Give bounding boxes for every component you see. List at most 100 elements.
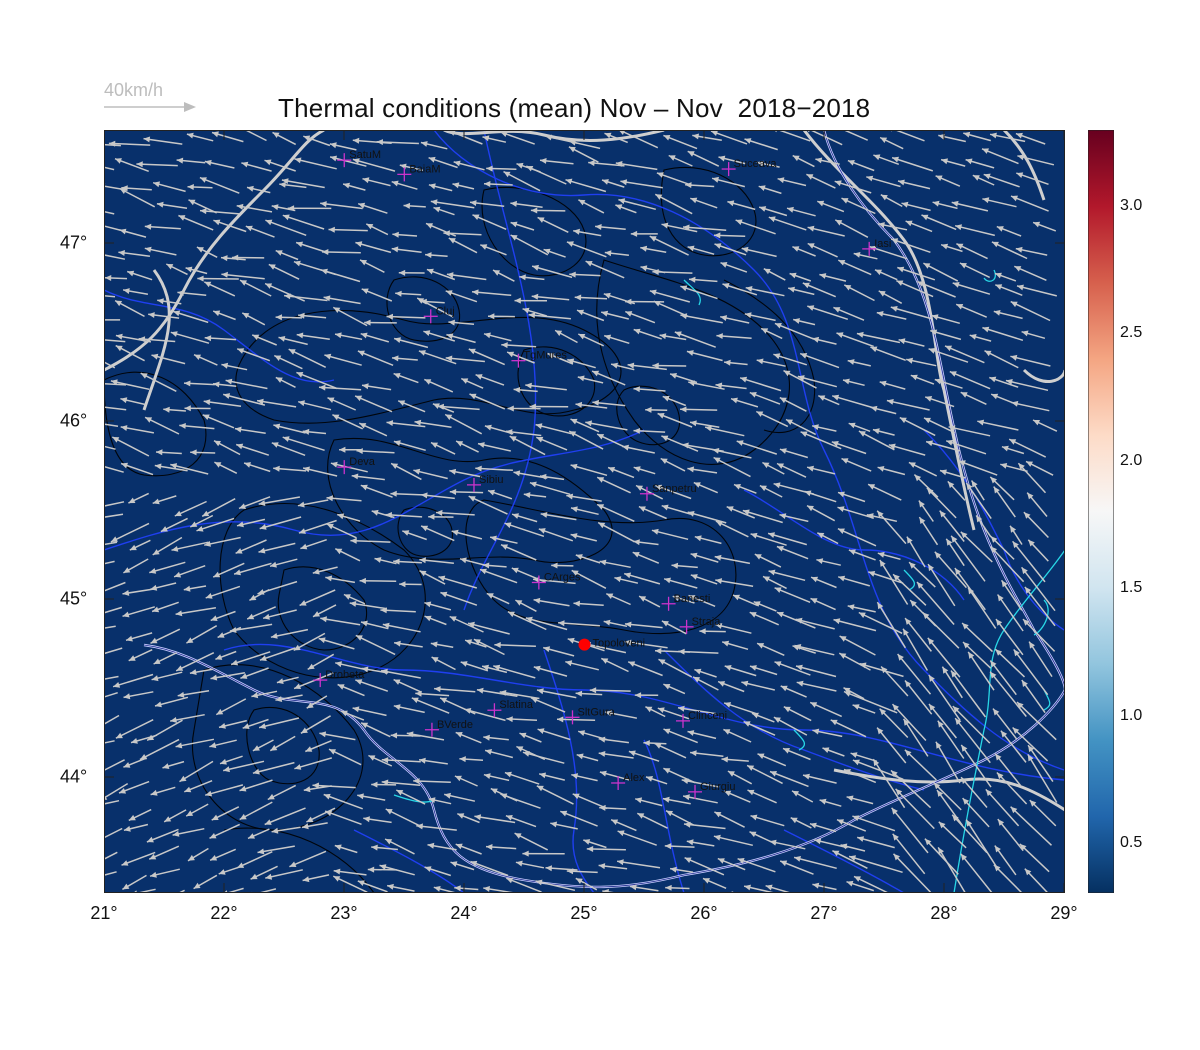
wind-arrow-head xyxy=(585,420,592,427)
wind-arrow-head xyxy=(961,744,968,752)
wind-arrow-head xyxy=(297,501,305,508)
wind-arrow-head xyxy=(483,886,490,892)
wind-arrow-head xyxy=(381,757,389,764)
wind-arrow-head xyxy=(792,155,800,162)
wind-arrow xyxy=(104,675,119,680)
wind-arrow-head xyxy=(878,222,885,228)
wind-arrow xyxy=(743,885,778,893)
wind-arrow-head xyxy=(343,182,350,189)
wind-arrow-head xyxy=(966,819,973,827)
wind-arrow-head xyxy=(333,868,341,875)
wind-arrow-head xyxy=(605,710,612,717)
wind-arrow-head xyxy=(834,180,842,187)
wind-arrow-head xyxy=(150,584,158,591)
wind-arrow-head xyxy=(875,269,882,276)
colorbar-tick-label: 1.0 xyxy=(1120,707,1143,724)
wind-arrow xyxy=(536,689,577,699)
wind-arrow-head xyxy=(288,349,296,355)
wind-arrow-head xyxy=(810,702,818,708)
wind-arrow-head xyxy=(172,830,180,837)
wind-arrow-head xyxy=(899,417,907,424)
wind-arrow-head xyxy=(903,718,910,726)
wind-arrow xyxy=(104,143,121,147)
wind-arrow-head xyxy=(357,880,365,886)
wind-arrow-head xyxy=(618,130,626,135)
wind-arrow xyxy=(995,618,1024,656)
wind-arrow-head xyxy=(113,682,121,688)
wind-arrow-head xyxy=(153,658,161,664)
wind-arrow-head xyxy=(928,348,936,354)
wind-arrow-head xyxy=(866,175,874,182)
wind-arrow-head xyxy=(990,660,997,668)
wind-arrow xyxy=(356,449,395,454)
wind-arrow xyxy=(876,510,907,545)
wind-arrow-head xyxy=(323,793,331,800)
wind-arrow-head xyxy=(604,132,612,139)
wind-arrow-head xyxy=(722,283,730,289)
wind-arrow-head xyxy=(904,749,912,757)
wind-arrow xyxy=(852,759,904,781)
wind-arrow-head xyxy=(794,644,802,650)
wind-arrow xyxy=(536,785,574,805)
wind-arrow-head xyxy=(744,312,752,319)
wind-arrow-head xyxy=(298,528,306,534)
wind-arrow xyxy=(830,719,867,738)
wind-arrow-head xyxy=(121,185,128,192)
wind-arrow-head xyxy=(110,379,118,386)
wind-arrow-head xyxy=(510,200,517,207)
wind-arrow xyxy=(104,294,116,298)
station-marker: SatuM xyxy=(337,149,381,168)
wind-arrow-head xyxy=(189,669,197,675)
wind-arrow-head xyxy=(991,241,999,248)
wind-arrow-head xyxy=(210,855,218,861)
wind-arrow xyxy=(320,202,363,210)
wind-arrow-head xyxy=(615,161,623,167)
wind-arrow xyxy=(110,380,150,391)
wind-arrow-head xyxy=(814,838,822,845)
wind-arrow-head xyxy=(259,723,266,729)
wind-arrow-head xyxy=(154,463,162,470)
wind-arrow-head xyxy=(684,821,691,828)
wind-arrow-head xyxy=(570,463,578,470)
wind-arrow-head xyxy=(115,333,123,340)
wind-arrow-head xyxy=(340,710,348,717)
wind-arrow-head xyxy=(844,691,851,697)
wind-arrow xyxy=(933,782,962,811)
wind-arrow-head xyxy=(488,313,495,320)
wind-arrow-head xyxy=(934,378,942,385)
wind-arrow-head xyxy=(963,642,970,649)
wind-arrow xyxy=(596,503,635,522)
wind-arrow-head xyxy=(120,425,128,431)
wind-arrow xyxy=(199,176,240,194)
station-label: Banesti xyxy=(674,593,711,605)
wind-arrow-head xyxy=(395,290,402,297)
wind-arrow-head xyxy=(360,484,368,491)
wind-arrow-head xyxy=(501,544,508,550)
wind-arrow-head xyxy=(715,521,723,527)
wind-arrow xyxy=(993,864,1023,893)
wind-arrow-head xyxy=(178,215,186,221)
wind-arrow-head xyxy=(687,730,695,736)
wind-arrow-head xyxy=(715,623,723,629)
wind-arrow-head xyxy=(478,442,485,448)
wind-arrow xyxy=(661,435,699,452)
wind-arrow xyxy=(229,623,273,632)
wind-arrow xyxy=(994,648,1026,678)
wind-arrow-head xyxy=(264,819,272,825)
wind-arrow xyxy=(108,142,151,146)
wind-arrow xyxy=(104,423,119,427)
wind-arrow-head xyxy=(484,332,491,339)
wind-arrow-head xyxy=(690,750,697,757)
wind-arrow-head xyxy=(540,512,548,518)
wind-arrow-head xyxy=(1028,539,1035,547)
wind-arrow-head xyxy=(164,816,172,822)
wind-arrow-head xyxy=(1010,354,1018,361)
wind-arrow-head xyxy=(361,722,369,729)
wind-arrow xyxy=(965,819,998,868)
wind-arrow-head xyxy=(115,732,123,739)
wind-arrow xyxy=(112,673,154,688)
wind-arrow-head xyxy=(140,373,148,379)
wind-arrow-head xyxy=(249,594,257,601)
wind-arrow-head xyxy=(184,405,191,412)
wind-arrow-head xyxy=(252,745,260,751)
